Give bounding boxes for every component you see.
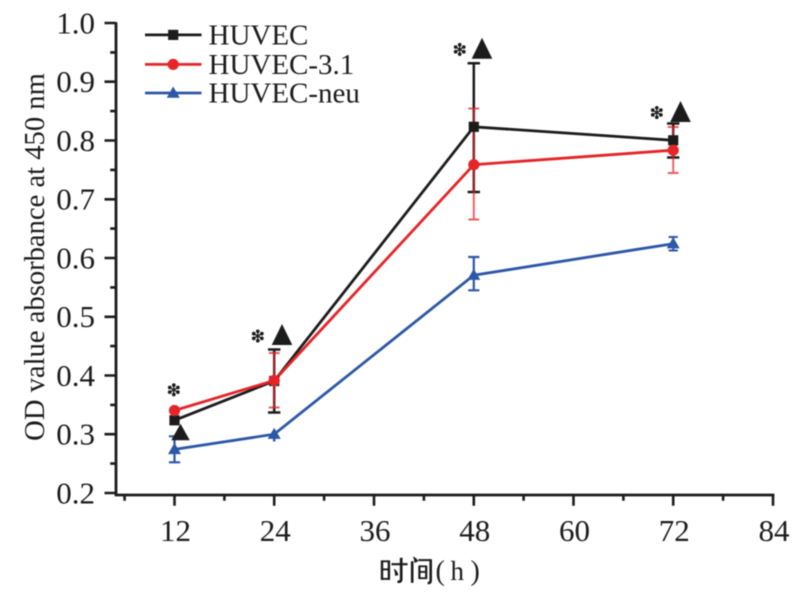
svg-text:0.6: 0.6	[56, 240, 95, 275]
svg-text:72: 72	[659, 513, 690, 548]
svg-text:0.3: 0.3	[56, 417, 95, 452]
svg-text:24: 24	[260, 513, 292, 548]
svg-text:h: h	[451, 556, 465, 586]
svg-text:84: 84	[759, 513, 791, 548]
svg-text:HUVEC-neu: HUVEC-neu	[209, 78, 360, 110]
svg-text:0.5: 0.5	[56, 299, 95, 334]
svg-text:OD value absorbance at 450 nm: OD value absorbance at 450 nm	[20, 73, 51, 441]
svg-text:(: (	[436, 556, 445, 587]
svg-text:0.9: 0.9	[56, 64, 95, 99]
svg-text:1.0: 1.0	[56, 5, 95, 40]
svg-text:48: 48	[459, 513, 490, 548]
svg-text:0.7: 0.7	[56, 182, 95, 217]
svg-text:): )	[471, 556, 480, 587]
svg-text:0.8: 0.8	[56, 123, 95, 158]
svg-text:36: 36	[360, 513, 391, 548]
svg-text:0.2: 0.2	[56, 475, 95, 510]
svg-text:12: 12	[160, 513, 191, 548]
svg-text:HUVEC: HUVEC	[209, 20, 309, 52]
svg-text:60: 60	[559, 513, 590, 548]
svg-text:HUVEC-3.1: HUVEC-3.1	[209, 49, 355, 81]
svg-text:0.4: 0.4	[56, 358, 95, 393]
